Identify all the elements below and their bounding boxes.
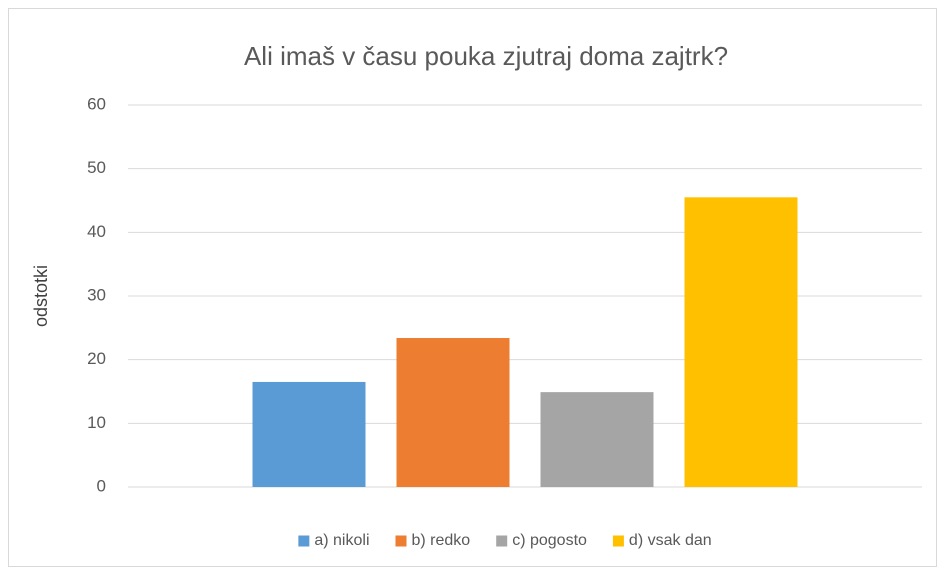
legend-label: b) redko [412,532,471,549]
legend-swatch [612,535,624,547]
legend-swatch [395,535,407,547]
y-axis-label: odstotki [31,265,51,327]
y-tick-label: 50 [87,158,106,177]
y-tick-label: 0 [97,476,106,495]
legend-swatch [298,535,310,547]
legend-label: d) vsak dan [629,532,712,549]
bar [684,197,798,488]
y-tick-label: 30 [87,285,106,304]
chart-title: Ali imaš v času pouka zjutraj doma zajtr… [244,41,728,71]
bar [396,338,510,487]
legend-label: a) nikoli [314,532,369,549]
bar [540,392,654,487]
y-tick-label: 40 [87,222,106,241]
y-tick-label: 60 [87,94,106,113]
legend-swatch [496,535,508,547]
y-tick-label: 10 [87,413,106,432]
bar [252,381,366,487]
legend-label: c) pogosto [512,532,587,549]
y-tick-label: 20 [87,349,106,368]
